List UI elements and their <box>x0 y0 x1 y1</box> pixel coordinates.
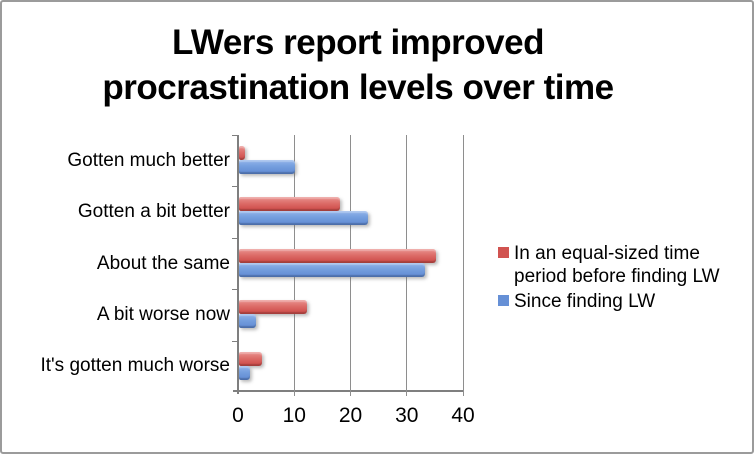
legend-label: Since finding LW <box>514 291 656 312</box>
x-tick-label: 30 <box>395 404 419 427</box>
legend-label: In an equal-sized time period before fin… <box>514 243 720 287</box>
chart-title-line-2: procrastination levels over time <box>102 68 614 107</box>
y-tick <box>232 340 238 342</box>
bar <box>239 160 296 174</box>
y-tick <box>232 135 238 136</box>
x-axis-line <box>233 390 464 392</box>
legend-swatch <box>498 247 509 258</box>
x-tick-label: 40 <box>451 404 475 427</box>
bar <box>239 365 251 380</box>
x-tick-label: 0 <box>232 404 244 427</box>
bar <box>239 197 341 212</box>
bar <box>239 211 369 226</box>
category-label: It's gotten much worse <box>40 355 231 377</box>
bar <box>239 262 425 277</box>
gridline <box>462 135 464 396</box>
y-tick <box>232 289 238 291</box>
bar <box>239 146 245 160</box>
bar <box>239 248 436 263</box>
chart-title: LWers report improved procrastination le… <box>2 20 714 110</box>
legend: In an equal-sized time period before fin… <box>498 242 724 313</box>
chart-title-line-1: LWers report improved <box>171 23 545 62</box>
x-tick-label: 10 <box>282 404 306 427</box>
category-label: Gotten a bit better <box>77 201 230 223</box>
x-tick-label: 20 <box>338 404 363 427</box>
legend-item: Since finding LW <box>498 290 724 313</box>
y-axis-line <box>237 135 239 394</box>
bar <box>239 351 262 366</box>
legend-swatch <box>498 295 509 306</box>
legend-item: In an equal-sized time period before fin… <box>498 242 724 288</box>
category-label: A bit worse now <box>96 303 230 325</box>
y-tick <box>232 186 238 188</box>
category-label: About the same <box>96 252 230 274</box>
category-label: Gotten much better <box>67 149 230 171</box>
bar <box>239 314 256 329</box>
bar <box>239 300 307 315</box>
y-tick <box>232 237 238 239</box>
